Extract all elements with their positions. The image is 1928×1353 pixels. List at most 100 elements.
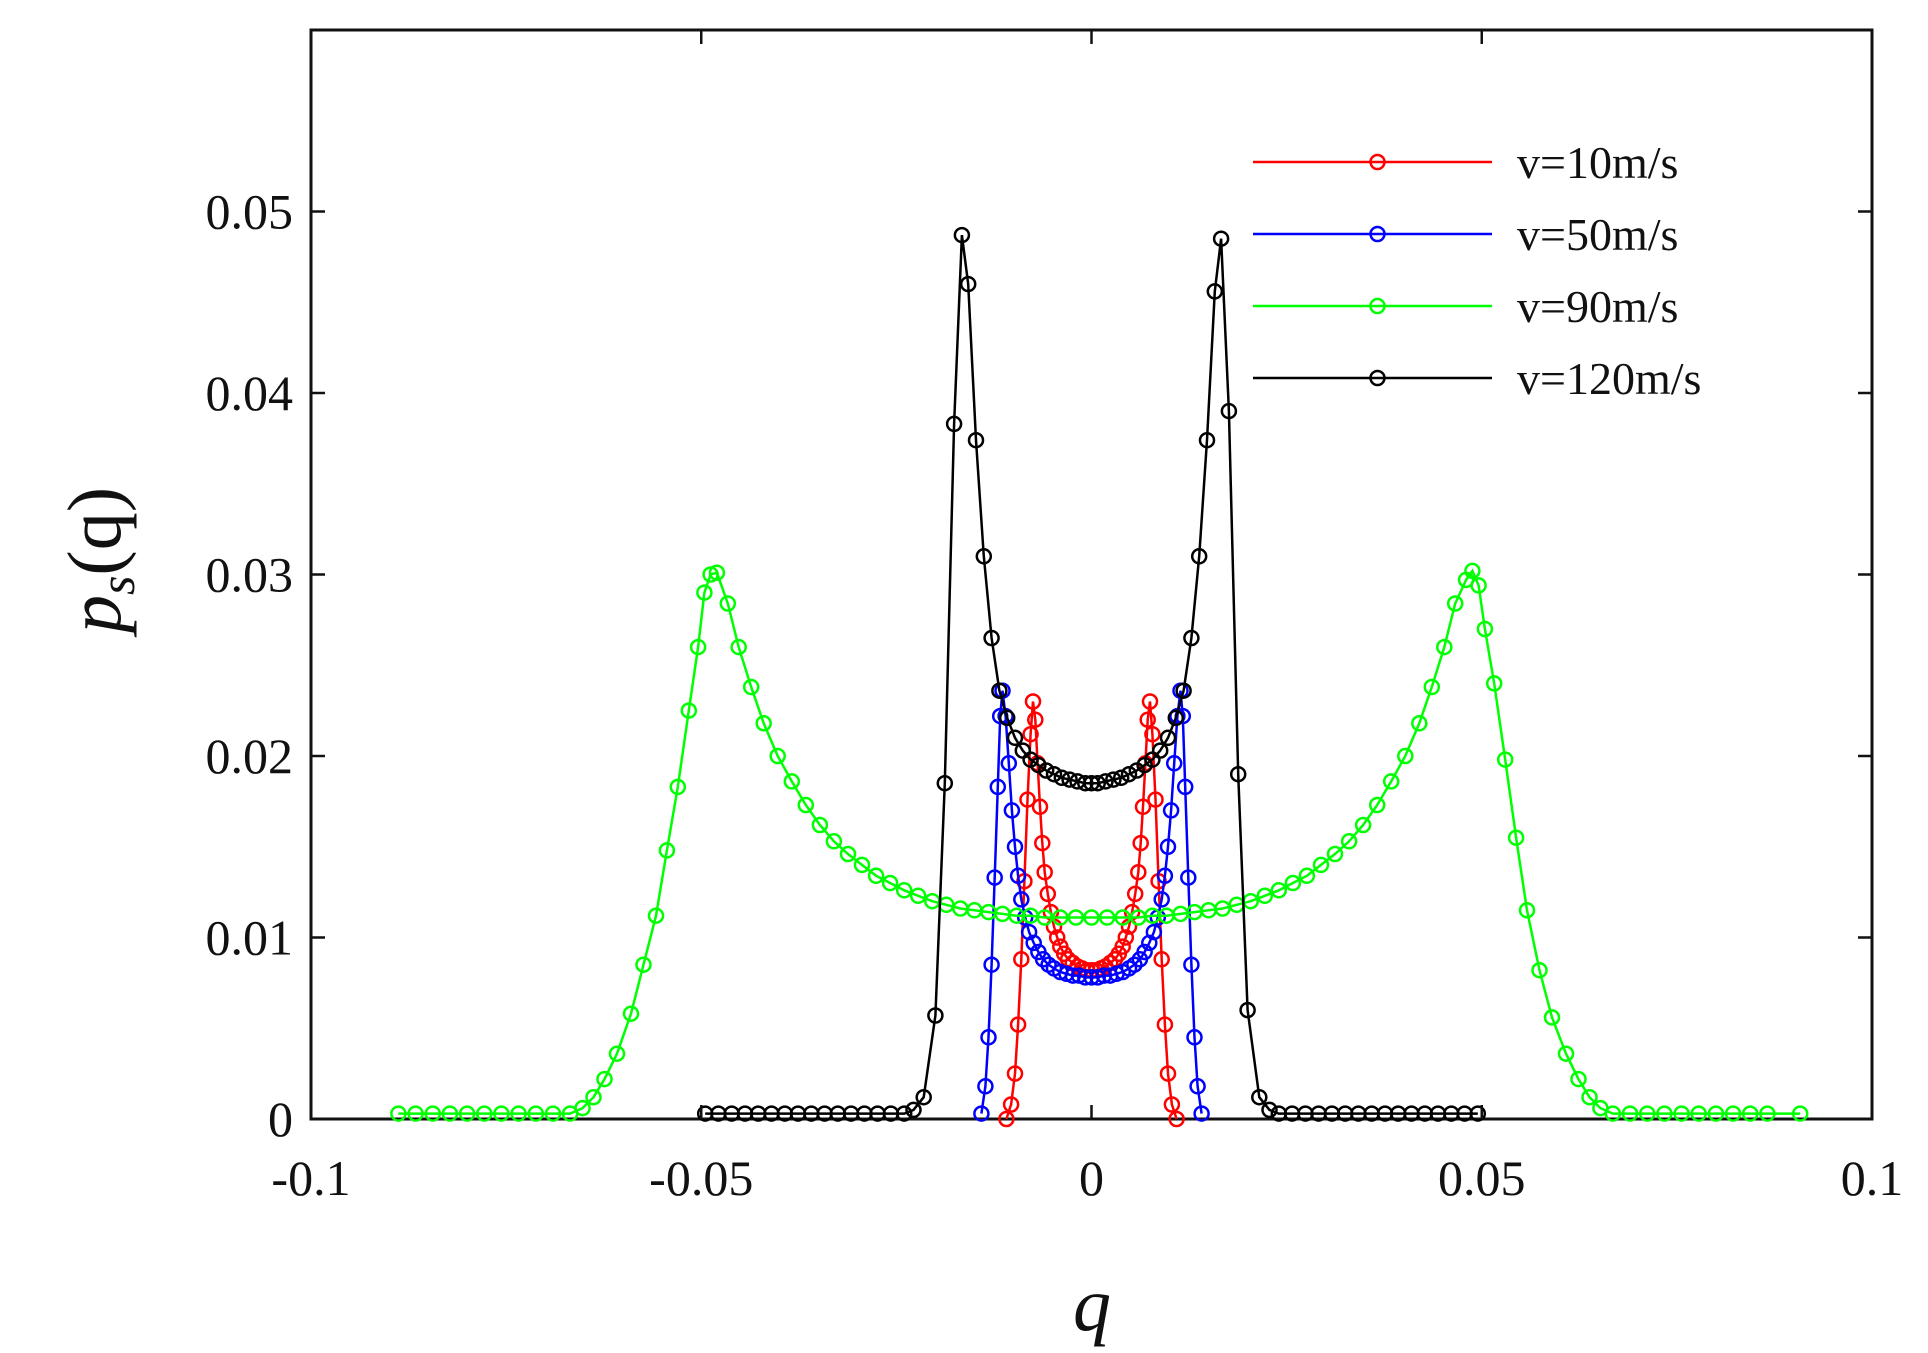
legend-marker (1369, 369, 1386, 387)
data-point (1052, 909, 1069, 926)
data-point (1496, 751, 1514, 768)
y-tick-label: 0.01 (206, 910, 294, 966)
data-point (689, 638, 707, 656)
series-v-10m-s (998, 693, 1185, 1128)
data-point (441, 1105, 459, 1122)
y-tick-label: 0.04 (206, 365, 294, 421)
data-point (1638, 1105, 1656, 1122)
series-layer (390, 226, 1809, 1128)
data-point (622, 1005, 640, 1022)
data-point (1464, 562, 1481, 580)
data-point (730, 638, 747, 656)
y-tick-label: 0.02 (206, 728, 294, 784)
data-point (1130, 863, 1147, 881)
data-point (1013, 891, 1030, 908)
data-point (1485, 675, 1503, 692)
data-point (1189, 1078, 1206, 1095)
data-point (1162, 802, 1180, 819)
series-line (398, 568, 1801, 1115)
y-tick-label: 0.03 (206, 547, 294, 603)
data-point (1791, 1105, 1809, 1122)
x-tick-label: 0.1 (1841, 1150, 1904, 1206)
data-point (510, 1105, 527, 1122)
data-point (1212, 230, 1230, 247)
plot-area (309, 28, 1874, 1121)
data-point (1048, 929, 1066, 946)
data-point (959, 275, 977, 293)
data-point (953, 226, 971, 244)
legend: v=10m/s v=50m/s v=90m/s v=120m/s (1253, 137, 1701, 404)
legend-label: v=120m/s (1517, 353, 1701, 404)
y-tick-label: 0.05 (206, 184, 294, 240)
plot-border (309, 28, 1874, 1121)
data-point (905, 1101, 922, 1119)
data-point (1105, 771, 1122, 788)
data-point (915, 1088, 932, 1106)
data-point (1312, 856, 1330, 874)
data-point (1114, 938, 1131, 955)
data-point (1326, 845, 1344, 863)
data-point (1159, 729, 1177, 747)
legend-label: v=90m/s (1517, 281, 1678, 332)
data-point (1153, 891, 1170, 908)
legend-entry: v=10m/s (1253, 137, 1678, 188)
data-point (1006, 1065, 1024, 1082)
data-point (1117, 929, 1135, 946)
series-v-90m-s (390, 562, 1809, 1122)
data-point (1098, 909, 1116, 926)
data-point (1077, 774, 1094, 792)
data-point (755, 715, 772, 732)
data-point (1144, 725, 1161, 743)
data-point (839, 845, 857, 863)
data-point (1159, 838, 1177, 856)
data-point (544, 1105, 562, 1122)
data-point (983, 629, 1000, 647)
data-point (1139, 711, 1156, 728)
data-point (1176, 778, 1194, 796)
data-point (1031, 798, 1049, 816)
data-point (1198, 431, 1216, 449)
data-point (1022, 725, 1039, 743)
legend-entry: v=90m/s (1253, 281, 1678, 332)
data-point (742, 678, 760, 696)
data-point (853, 856, 871, 874)
data-point (574, 1099, 591, 1117)
data-point (407, 1105, 424, 1122)
series-v-120m-s (696, 226, 1487, 1122)
data-point (424, 1105, 442, 1122)
x-tick-label: 0 (1079, 1150, 1104, 1206)
y-axis-title: ps(q) (53, 487, 145, 638)
data-point (1120, 765, 1138, 783)
series-v-50m-s (973, 682, 1210, 1122)
data-point (867, 867, 885, 885)
data-point (1270, 882, 1288, 899)
data-point (1000, 755, 1018, 772)
legend-entry: v=50m/s (1253, 209, 1678, 260)
data-point (1656, 1105, 1673, 1122)
data-point (1190, 548, 1208, 565)
data-point (986, 869, 1003, 886)
data-point (975, 548, 993, 565)
data-point (1024, 693, 1042, 710)
data-point (696, 584, 713, 601)
data-point (1039, 885, 1057, 903)
data-point (1067, 909, 1085, 926)
data-point (1183, 956, 1200, 973)
data-point (927, 1007, 944, 1024)
data-point (1126, 885, 1144, 903)
data-point (1382, 773, 1400, 790)
legend-label: v=10m/s (1517, 137, 1678, 188)
data-point (945, 415, 963, 433)
data-point (1340, 833, 1358, 850)
data-point (476, 1105, 493, 1122)
data-point (1036, 863, 1053, 881)
data-point (1034, 834, 1051, 852)
data-point (1220, 402, 1238, 420)
data-point (1673, 1105, 1690, 1122)
y-tick-label: 0 (268, 1091, 293, 1147)
data-point (1469, 1105, 1487, 1122)
data-point (895, 1105, 913, 1122)
data-point (977, 1078, 994, 1095)
data-point (1003, 802, 1021, 819)
